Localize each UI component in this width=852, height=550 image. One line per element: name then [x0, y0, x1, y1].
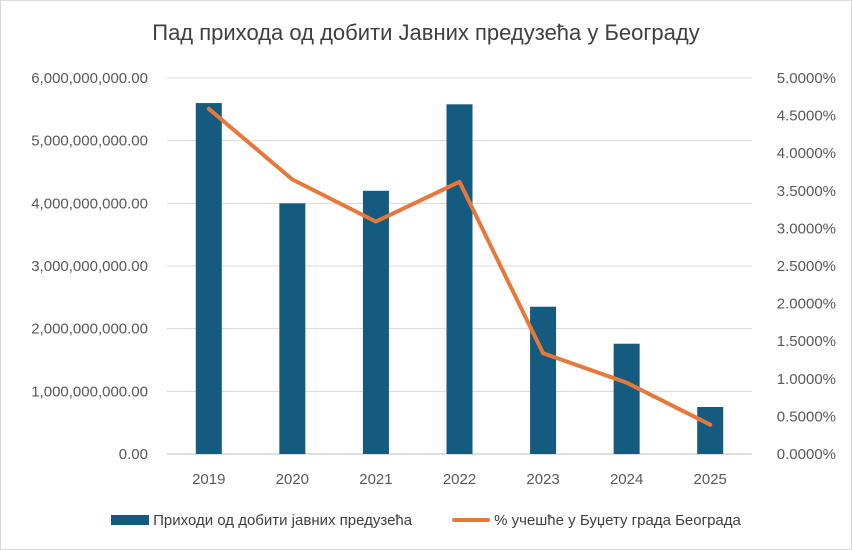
- right-tick-label: 0.0000%: [777, 446, 836, 463]
- legend-label-line: % учешће у Буџету града Београда: [494, 511, 741, 529]
- bar: [530, 306, 557, 454]
- legend-line-swatch: [452, 518, 491, 522]
- right-tick-label: 0.5000%: [777, 408, 836, 425]
- left-tick-label: 0.00: [119, 446, 148, 463]
- right-axis-ticks: 0.0000% 0.5000% 1.0000% 1.5000% 2.0000% 2.500…: [777, 70, 836, 463]
- bar: [697, 407, 724, 454]
- bar: [279, 203, 306, 454]
- bar: [195, 103, 222, 455]
- legend-label-bars: Приходи од добити јавних предузећа: [153, 511, 413, 529]
- right-tick-label: 5.0000%: [777, 70, 836, 87]
- legend-item-bars: Приходи од добити јавних предузећа: [111, 512, 412, 529]
- legend: Приходи од добити јавних предузећа % уче…: [0, 509, 852, 531]
- left-axis-ticks: 0.00 1,000,000,000.00 2,000,000,000.00 3,00…: [31, 70, 148, 463]
- right-tick-label: 3.5000%: [777, 183, 836, 200]
- x-tick-label: 2022: [443, 471, 476, 488]
- left-tick-label: 4,000,000,000.00: [31, 195, 148, 212]
- bar: [446, 104, 473, 454]
- x-tick-label: 2023: [526, 471, 559, 488]
- legend-bar-swatch: [111, 515, 150, 525]
- left-tick-label: 1,000,000,000.00: [31, 383, 148, 400]
- x-tick-label: 2020: [276, 471, 309, 488]
- chart-title: Пад прихода од добити Јавних предузећа у…: [152, 20, 700, 45]
- x-axis-ticks: 2019 2020 2021 2022 2023 2024 2025: [192, 471, 727, 488]
- right-tick-label: 4.0000%: [777, 145, 836, 162]
- legend-item-line: % учешће у Буџету града Београда: [452, 512, 741, 529]
- right-tick-label: 1.0000%: [777, 371, 836, 388]
- left-tick-label: 5,000,000,000.00: [31, 133, 148, 150]
- bar: [362, 190, 389, 455]
- right-tick-label: 2.5000%: [777, 258, 836, 275]
- right-tick-label: 4.5000%: [777, 108, 836, 125]
- x-tick-label: 2021: [359, 471, 392, 488]
- bar-series: [195, 103, 724, 455]
- left-tick-label: 2,000,000,000.00: [31, 321, 148, 338]
- x-tick-label: 2024: [610, 471, 643, 488]
- right-tick-label: 2.0000%: [777, 296, 836, 313]
- bar: [613, 343, 640, 454]
- left-tick-label: 3,000,000,000.00: [31, 258, 148, 275]
- x-tick-label: 2025: [694, 471, 727, 488]
- right-tick-label: 3.0000%: [777, 220, 836, 237]
- line-series: [206, 106, 713, 427]
- series-line: [206, 106, 713, 427]
- right-tick-label: 1.5000%: [777, 333, 836, 350]
- left-tick-label: 6,000,000,000.00: [31, 70, 148, 87]
- x-tick-label: 2019: [192, 471, 225, 488]
